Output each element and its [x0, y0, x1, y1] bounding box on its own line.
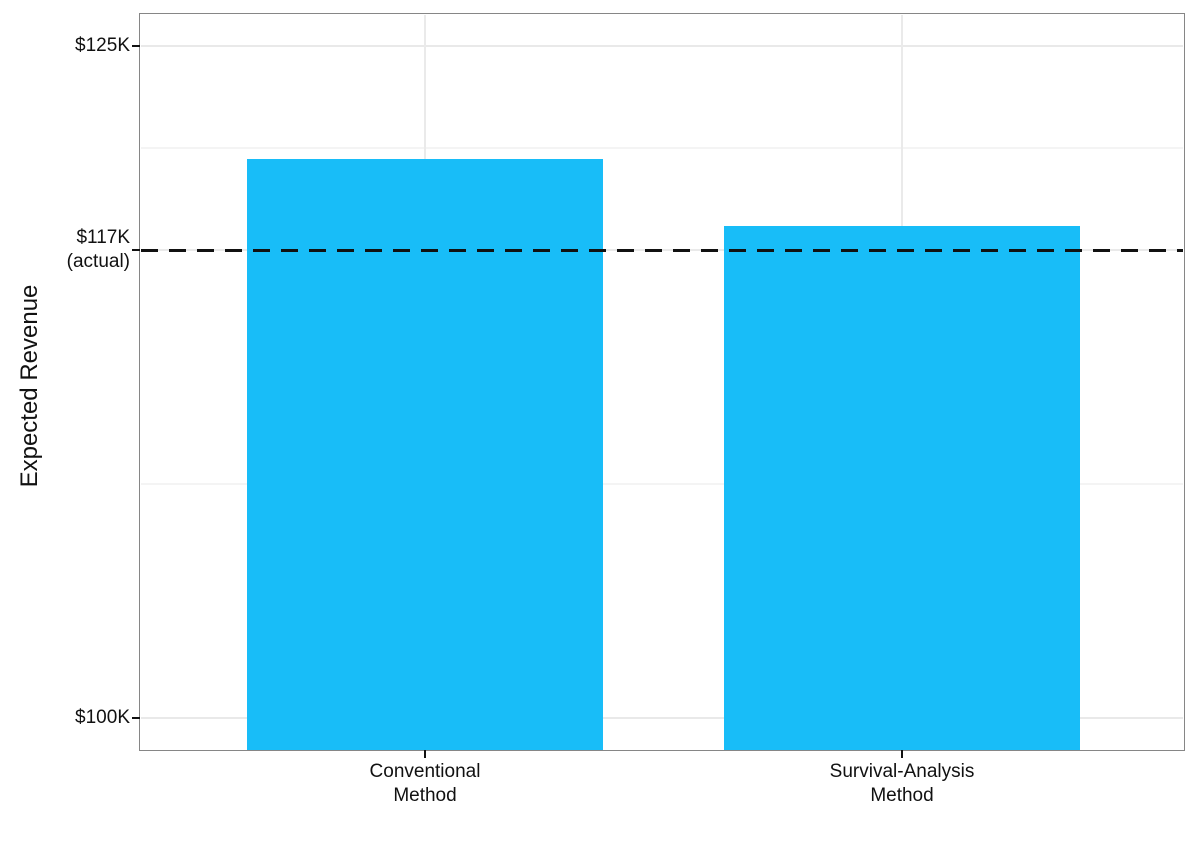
y-tick-mark: [132, 248, 140, 252]
x-tick-label-line: Survival-Analysis: [829, 761, 975, 782]
gridline-minor-y: [141, 147, 1183, 149]
y-axis-title: Expected Revenue: [16, 284, 43, 488]
y-tick-label-line: $125K: [75, 34, 130, 56]
y-tick-mark: [132, 44, 140, 47]
x-tick-mark: [423, 750, 427, 758]
x-tick-label-line: Method: [870, 785, 934, 806]
x-tick-label: Survival-Analysis Method: [742, 760, 1062, 808]
bar-survival-analysis: [724, 225, 1080, 750]
gridline-major-y: [141, 716, 1183, 719]
x-tick-mark: [900, 750, 904, 758]
y-tick-label-line: $100K: [75, 706, 130, 728]
x-tick-label-line: Conventional: [369, 761, 481, 782]
y-tick-label: $117K (actual): [8, 226, 130, 274]
y-tick-label-line: (actual): [66, 251, 130, 273]
actual-revenue-dashed-line: [141, 248, 1183, 252]
y-tick-label: $125K: [8, 34, 130, 58]
x-tick-label-line: Method: [393, 785, 457, 806]
y-tick-label: $100K: [8, 706, 130, 730]
gridline-minor-y: [141, 483, 1183, 485]
x-tick-label: Conventional Method: [265, 760, 585, 808]
y-tick-label-line: $117K: [76, 227, 130, 249]
bar-conventional: [247, 158, 603, 750]
y-tick-mark: [132, 716, 140, 719]
gridline-major-y: [141, 44, 1183, 47]
